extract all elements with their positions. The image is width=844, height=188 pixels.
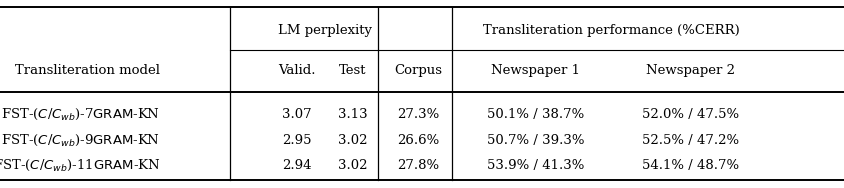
Text: FST-($\mathit{C}$/$\mathit{C}_{wb}$)-7$\mathrm{GRAM}$-KN: FST-($\mathit{C}$/$\mathit{C}_{wb}$)-7$\… — [2, 107, 160, 122]
Text: 50.7% / 39.3%: 50.7% / 39.3% — [487, 133, 585, 147]
Text: Valid.: Valid. — [279, 64, 316, 77]
Text: LM perplexity: LM perplexity — [278, 24, 372, 37]
Text: Newspaper 2: Newspaper 2 — [646, 64, 735, 77]
Text: 50.1% / 38.7%: 50.1% / 38.7% — [487, 108, 585, 121]
Text: Transliteration performance (%CERR): Transliteration performance (%CERR) — [483, 24, 739, 37]
Text: 26.6%: 26.6% — [398, 133, 440, 147]
Text: 27.3%: 27.3% — [398, 108, 440, 121]
Text: 27.8%: 27.8% — [398, 159, 440, 172]
Text: Test: Test — [339, 64, 366, 77]
Text: 2.94: 2.94 — [283, 159, 311, 172]
Text: 2.95: 2.95 — [283, 133, 311, 147]
Text: 52.0% / 47.5%: 52.0% / 47.5% — [641, 108, 739, 121]
Text: 3.02: 3.02 — [338, 159, 367, 172]
Text: 3.07: 3.07 — [282, 108, 312, 121]
Text: Newspaper 1: Newspaper 1 — [491, 64, 581, 77]
Text: Corpus: Corpus — [395, 64, 442, 77]
Text: FST-($\mathit{C}$/$\mathit{C}_{wb}$)-9$\mathrm{GRAM}$-KN: FST-($\mathit{C}$/$\mathit{C}_{wb}$)-9$\… — [2, 133, 160, 148]
Text: 3.13: 3.13 — [338, 108, 368, 121]
Text: FST-($\mathit{C}$/$\mathit{C}_{wb}$)-11$\mathrm{GRAM}$-KN: FST-($\mathit{C}$/$\mathit{C}_{wb}$)-11$… — [0, 158, 160, 173]
Text: 3.02: 3.02 — [338, 133, 367, 147]
Text: 52.5% / 47.2%: 52.5% / 47.2% — [641, 133, 739, 147]
Text: 53.9% / 41.3%: 53.9% / 41.3% — [487, 159, 585, 172]
Text: 54.1% / 48.7%: 54.1% / 48.7% — [641, 159, 739, 172]
Text: Transliteration model: Transliteration model — [15, 64, 160, 77]
